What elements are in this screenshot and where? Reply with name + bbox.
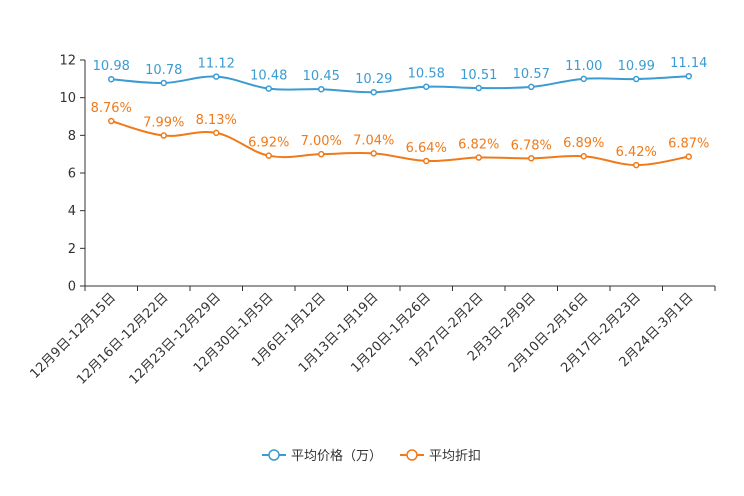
data-point[interactable]: [528, 155, 535, 162]
data-label: 10.57: [513, 67, 550, 82]
x-tick-label: 12月23日-12月29日: [127, 290, 224, 387]
data-label: 11.00: [565, 59, 602, 74]
data-point[interactable]: [108, 75, 115, 83]
data-label: 8.13%: [196, 113, 237, 128]
data-point[interactable]: [108, 117, 115, 125]
data-point[interactable]: [423, 157, 430, 165]
data-point[interactable]: [580, 75, 587, 83]
y-tick-label: 12: [59, 54, 76, 69]
data-point[interactable]: [160, 79, 167, 87]
data-point[interactable]: [685, 153, 692, 160]
legend-item-2[interactable]: 平均折扣: [400, 449, 481, 464]
data-label: 7.04%: [353, 133, 394, 148]
data-point[interactable]: [475, 84, 482, 92]
chart-series: 10.98 10.78 11.12 10.48 10.45 10.29 10.58 10.51…: [91, 56, 709, 169]
y-tick-label: 2: [68, 242, 76, 257]
data-label: 6.87%: [668, 137, 709, 152]
data-label: 8.76%: [91, 101, 132, 116]
data-point[interactable]: [265, 152, 272, 159]
data-label: 10.45: [303, 69, 340, 84]
data-point[interactable]: [370, 88, 377, 96]
data-point[interactable]: [318, 150, 325, 158]
data-label: 10.51: [460, 68, 497, 83]
data-label: 10.78: [145, 63, 182, 78]
chart-axes: 0 2 4 6 8 10 12: [59, 54, 715, 295]
x-tick-label: 12月9日-12月15日: [27, 290, 119, 382]
legend-label: 平均价格（万）: [291, 448, 382, 464]
legend-item-1[interactable]: 平均价格（万）: [262, 448, 382, 464]
data-point[interactable]: [633, 75, 640, 83]
data-label: 6.64%: [406, 141, 447, 156]
series-line-1: [111, 75, 689, 94]
x-axis-ticks: 12月9日-12月15日12月16日-12月22日12月23日-12月29日12…: [27, 286, 716, 388]
data-point[interactable]: [580, 152, 587, 160]
data-label: 10.29: [355, 72, 392, 87]
y-tick-label: 8: [68, 129, 76, 144]
data-point[interactable]: [633, 161, 640, 169]
data-label: 10.48: [250, 69, 287, 84]
data-label: 11.12: [198, 57, 235, 72]
y-tick-label: 0: [68, 280, 76, 295]
data-label: 10.98: [93, 59, 130, 74]
chart-legend[interactable]: 平均价格（万） 平均折扣: [262, 448, 481, 464]
data-point[interactable]: [265, 85, 272, 92]
series-line-2: [110, 120, 689, 167]
x-tick-label: 12月16日-12月22日: [74, 290, 171, 387]
data-label: 7.00%: [301, 134, 342, 149]
legend-marker-icon: [406, 449, 418, 461]
data-point[interactable]: [475, 154, 482, 161]
data-point[interactable]: [213, 73, 220, 80]
data-label: 7.99%: [143, 116, 184, 131]
data-label: 6.82%: [458, 138, 499, 153]
data-label: 10.99: [618, 59, 655, 74]
data-point[interactable]: [318, 85, 325, 93]
data-label: 6.42%: [616, 145, 657, 160]
data-point[interactable]: [160, 132, 167, 139]
data-point[interactable]: [213, 129, 220, 137]
y-tick-label: 10: [59, 91, 76, 106]
y-tick-label: 6: [68, 167, 76, 182]
data-point[interactable]: [528, 83, 535, 91]
legend-label: 平均折扣: [429, 449, 481, 464]
legend-marker-icon: [268, 449, 280, 461]
data-label: 6.78%: [511, 138, 552, 153]
y-tick-label: 4: [68, 204, 76, 219]
data-point[interactable]: [370, 150, 377, 157]
data-label: 6.89%: [563, 136, 604, 151]
data-label: 6.92%: [248, 136, 289, 151]
data-label: 10.58: [408, 67, 445, 82]
data-label: 11.14: [670, 56, 707, 71]
data-point[interactable]: [423, 83, 430, 90]
data-point[interactable]: [685, 72, 692, 80]
